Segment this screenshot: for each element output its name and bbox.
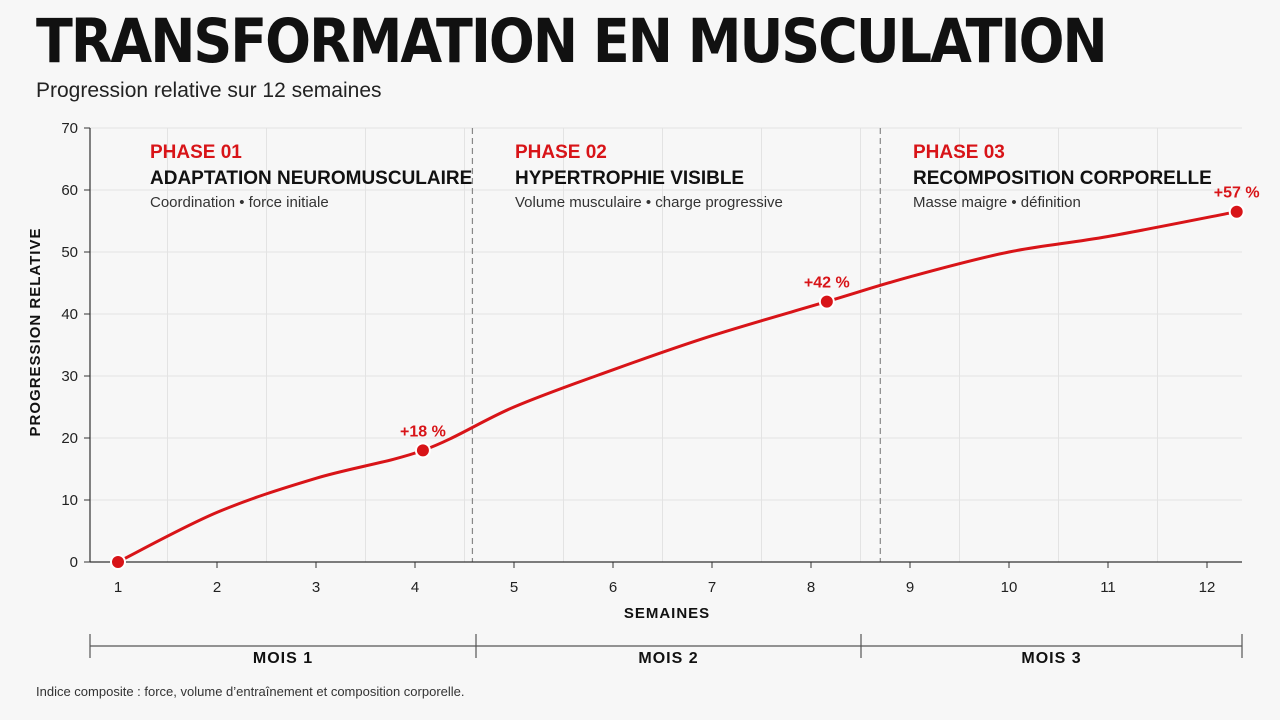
- footnote: Indice composite : force, volume d’entra…: [36, 684, 465, 699]
- data-point: [818, 293, 835, 310]
- x-tick-label: 4: [411, 579, 419, 596]
- chart-title: TRANSFORMATION EN MUSCULATION: [36, 5, 1108, 77]
- y-tick-label: 70: [61, 120, 78, 137]
- phase-number: PHASE 01: [150, 142, 242, 163]
- y-tick-label: 0: [70, 554, 78, 571]
- series-layer: [116, 210, 1239, 564]
- data-label: +42 %: [804, 275, 850, 292]
- x-tick-label: 2: [213, 579, 221, 596]
- phase-annotations: PHASE 01 ADAPTATION NEUROMUSCULAIRE Coordi…: [150, 142, 1212, 211]
- x-tick-label: 10: [1001, 579, 1018, 596]
- x-tick-label: 5: [510, 579, 518, 596]
- x-axis-title: SEMAINES: [624, 605, 710, 622]
- phase-name: HYPERTROPHIE VISIBLE: [515, 168, 744, 189]
- data-point: [110, 554, 126, 570]
- data-label: +57 %: [1214, 185, 1260, 202]
- y-tick-label: 50: [61, 244, 78, 261]
- x-tick-label: 7: [708, 579, 716, 596]
- phase-number: PHASE 03: [913, 142, 1005, 163]
- x-tick-label: 12: [1199, 579, 1216, 596]
- y-tick-label: 10: [61, 492, 78, 509]
- y-tick-label: 40: [61, 306, 78, 323]
- data-point: [414, 442, 431, 459]
- month-label: MOIS 1: [253, 650, 313, 667]
- x-tick-label: 1: [114, 579, 122, 596]
- x-tick-label: 8: [807, 579, 815, 596]
- phase-description: Masse maigre • définition: [913, 194, 1081, 211]
- y-tick-label: 20: [61, 430, 78, 447]
- y-tick-label: 60: [61, 182, 78, 199]
- data-point: [1228, 203, 1245, 220]
- x-tick-label: 6: [609, 579, 617, 596]
- y-axis-title: PROGRESSION RELATIVE: [27, 228, 44, 437]
- phase-name: RECOMPOSITION CORPORELLE: [913, 168, 1212, 189]
- x-tick-label: 11: [1100, 579, 1116, 596]
- x-tick-label: 3: [312, 579, 320, 596]
- x-tick-label: 9: [906, 579, 914, 596]
- phase-name: ADAPTATION NEUROMUSCULAIRE: [150, 168, 472, 189]
- month-label: MOIS 3: [1021, 650, 1081, 667]
- points-layer: +18 % +42 % +57 %: [110, 185, 1260, 570]
- series-line: [116, 210, 1239, 564]
- phase-dividers: [471, 128, 881, 562]
- y-tick-label: 30: [61, 368, 78, 385]
- chart-subtitle: Progression relative sur 12 semaines: [36, 79, 382, 102]
- phase-description: Coordination • force initiale: [150, 194, 329, 211]
- month-label: MOIS 2: [638, 650, 698, 667]
- month-timeline: MOIS 1 MOIS 2 MOIS 3: [89, 634, 1243, 667]
- phase-number: PHASE 02: [515, 142, 607, 163]
- data-label: +18 %: [400, 423, 446, 440]
- phase-description: Volume musculaire • charge progressive: [515, 194, 783, 211]
